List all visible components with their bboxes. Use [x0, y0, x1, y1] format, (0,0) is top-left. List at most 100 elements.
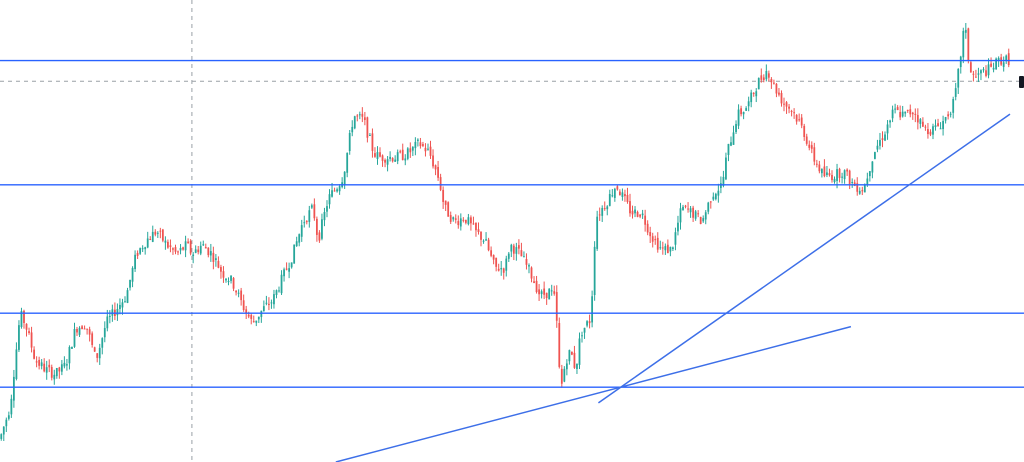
candle-body: [714, 193, 717, 200]
candle-body: [934, 125, 937, 128]
candle-body: [634, 209, 636, 214]
candle-body: [889, 120, 891, 123]
candle-body: [674, 232, 677, 245]
candle-body: [452, 217, 455, 220]
candle-body: [952, 98, 955, 113]
candle-body: [124, 301, 126, 303]
candle-body: [192, 254, 195, 257]
candle-body: [495, 257, 498, 267]
candle-body: [699, 216, 702, 224]
candle-body: [220, 267, 222, 272]
candle-body: [280, 274, 283, 294]
candle-body: [672, 247, 674, 250]
candle-body: [826, 172, 828, 176]
candle-body: [778, 92, 780, 95]
candle-body: [245, 309, 248, 313]
trendline[interactable]: [335, 325, 852, 462]
candle-body: [23, 310, 25, 323]
candle-body: [58, 367, 61, 372]
candle-body: [305, 221, 308, 223]
candle-body: [275, 290, 278, 295]
candle-body: [831, 174, 833, 181]
candle-body: [343, 171, 346, 185]
trendlines[interactable]: [335, 113, 1011, 462]
candle-body: [409, 148, 412, 153]
candle-body: [60, 364, 63, 372]
candle-body: [515, 247, 518, 254]
candle-body: [603, 208, 606, 210]
candle-body: [679, 208, 682, 223]
candle-body: [103, 328, 106, 338]
candle-body: [810, 145, 813, 149]
candle-body: [520, 250, 523, 257]
candle-body: [558, 323, 561, 367]
candle-body: [177, 251, 179, 253]
candle-body: [563, 368, 566, 382]
candle-body: [502, 268, 505, 273]
candle-body: [429, 146, 432, 156]
candle-body: [235, 290, 237, 293]
candle-body: [182, 247, 184, 250]
candle-body: [793, 112, 796, 114]
candle-body: [475, 222, 477, 231]
candle-body: [550, 290, 553, 292]
candle-body: [381, 155, 384, 161]
candle-body: [980, 70, 982, 74]
candle-body: [712, 196, 715, 200]
candle-body: [159, 230, 162, 232]
candle-body: [184, 241, 187, 251]
candle-body: [285, 268, 288, 270]
candle-body: [795, 114, 798, 122]
candle-body: [323, 211, 326, 221]
candle-body: [775, 83, 778, 94]
candle-body: [366, 117, 369, 138]
candle-body: [164, 240, 167, 243]
candle-body: [770, 78, 773, 83]
candle-body: [288, 268, 291, 272]
candle-body: [571, 352, 573, 355]
candle-body: [174, 247, 177, 252]
candle-body: [108, 315, 111, 317]
candle-body: [687, 208, 689, 210]
candle-body: [207, 247, 210, 256]
candle-body: [389, 156, 392, 159]
candle-body: [401, 149, 404, 160]
candle-body: [313, 204, 316, 219]
candle-body: [682, 206, 684, 211]
price-marker: [1019, 76, 1024, 88]
horizontal-levels[interactable]: [0, 59, 1024, 388]
candle-body: [543, 288, 546, 295]
candle-body: [871, 161, 874, 173]
candle-body: [101, 338, 104, 348]
candle-body: [785, 102, 788, 107]
candle-body: [606, 206, 609, 210]
candle-body: [858, 190, 861, 194]
candle-body: [237, 292, 240, 294]
candle-body: [424, 147, 427, 152]
trendline[interactable]: [597, 113, 1011, 404]
candle-body: [601, 208, 604, 216]
candle-body: [12, 376, 15, 401]
candle-body: [139, 248, 142, 254]
candle-body: [848, 170, 851, 184]
candle-body: [664, 246, 667, 251]
candle-body: [149, 239, 152, 241]
candle-body: [944, 117, 947, 121]
candle-body: [303, 222, 306, 224]
candle-body: [73, 328, 76, 347]
candle-body: [583, 327, 586, 333]
candle-body: [78, 327, 81, 335]
candle-body: [416, 139, 419, 141]
candle-body: [141, 248, 144, 250]
candle-body: [512, 245, 515, 254]
candle-body: [788, 106, 790, 109]
candle-body: [202, 244, 205, 246]
candle-body: [977, 73, 980, 75]
candle-body: [939, 128, 942, 130]
candle-body: [462, 219, 465, 221]
candle-body: [326, 206, 328, 212]
candle-body: [868, 171, 871, 177]
